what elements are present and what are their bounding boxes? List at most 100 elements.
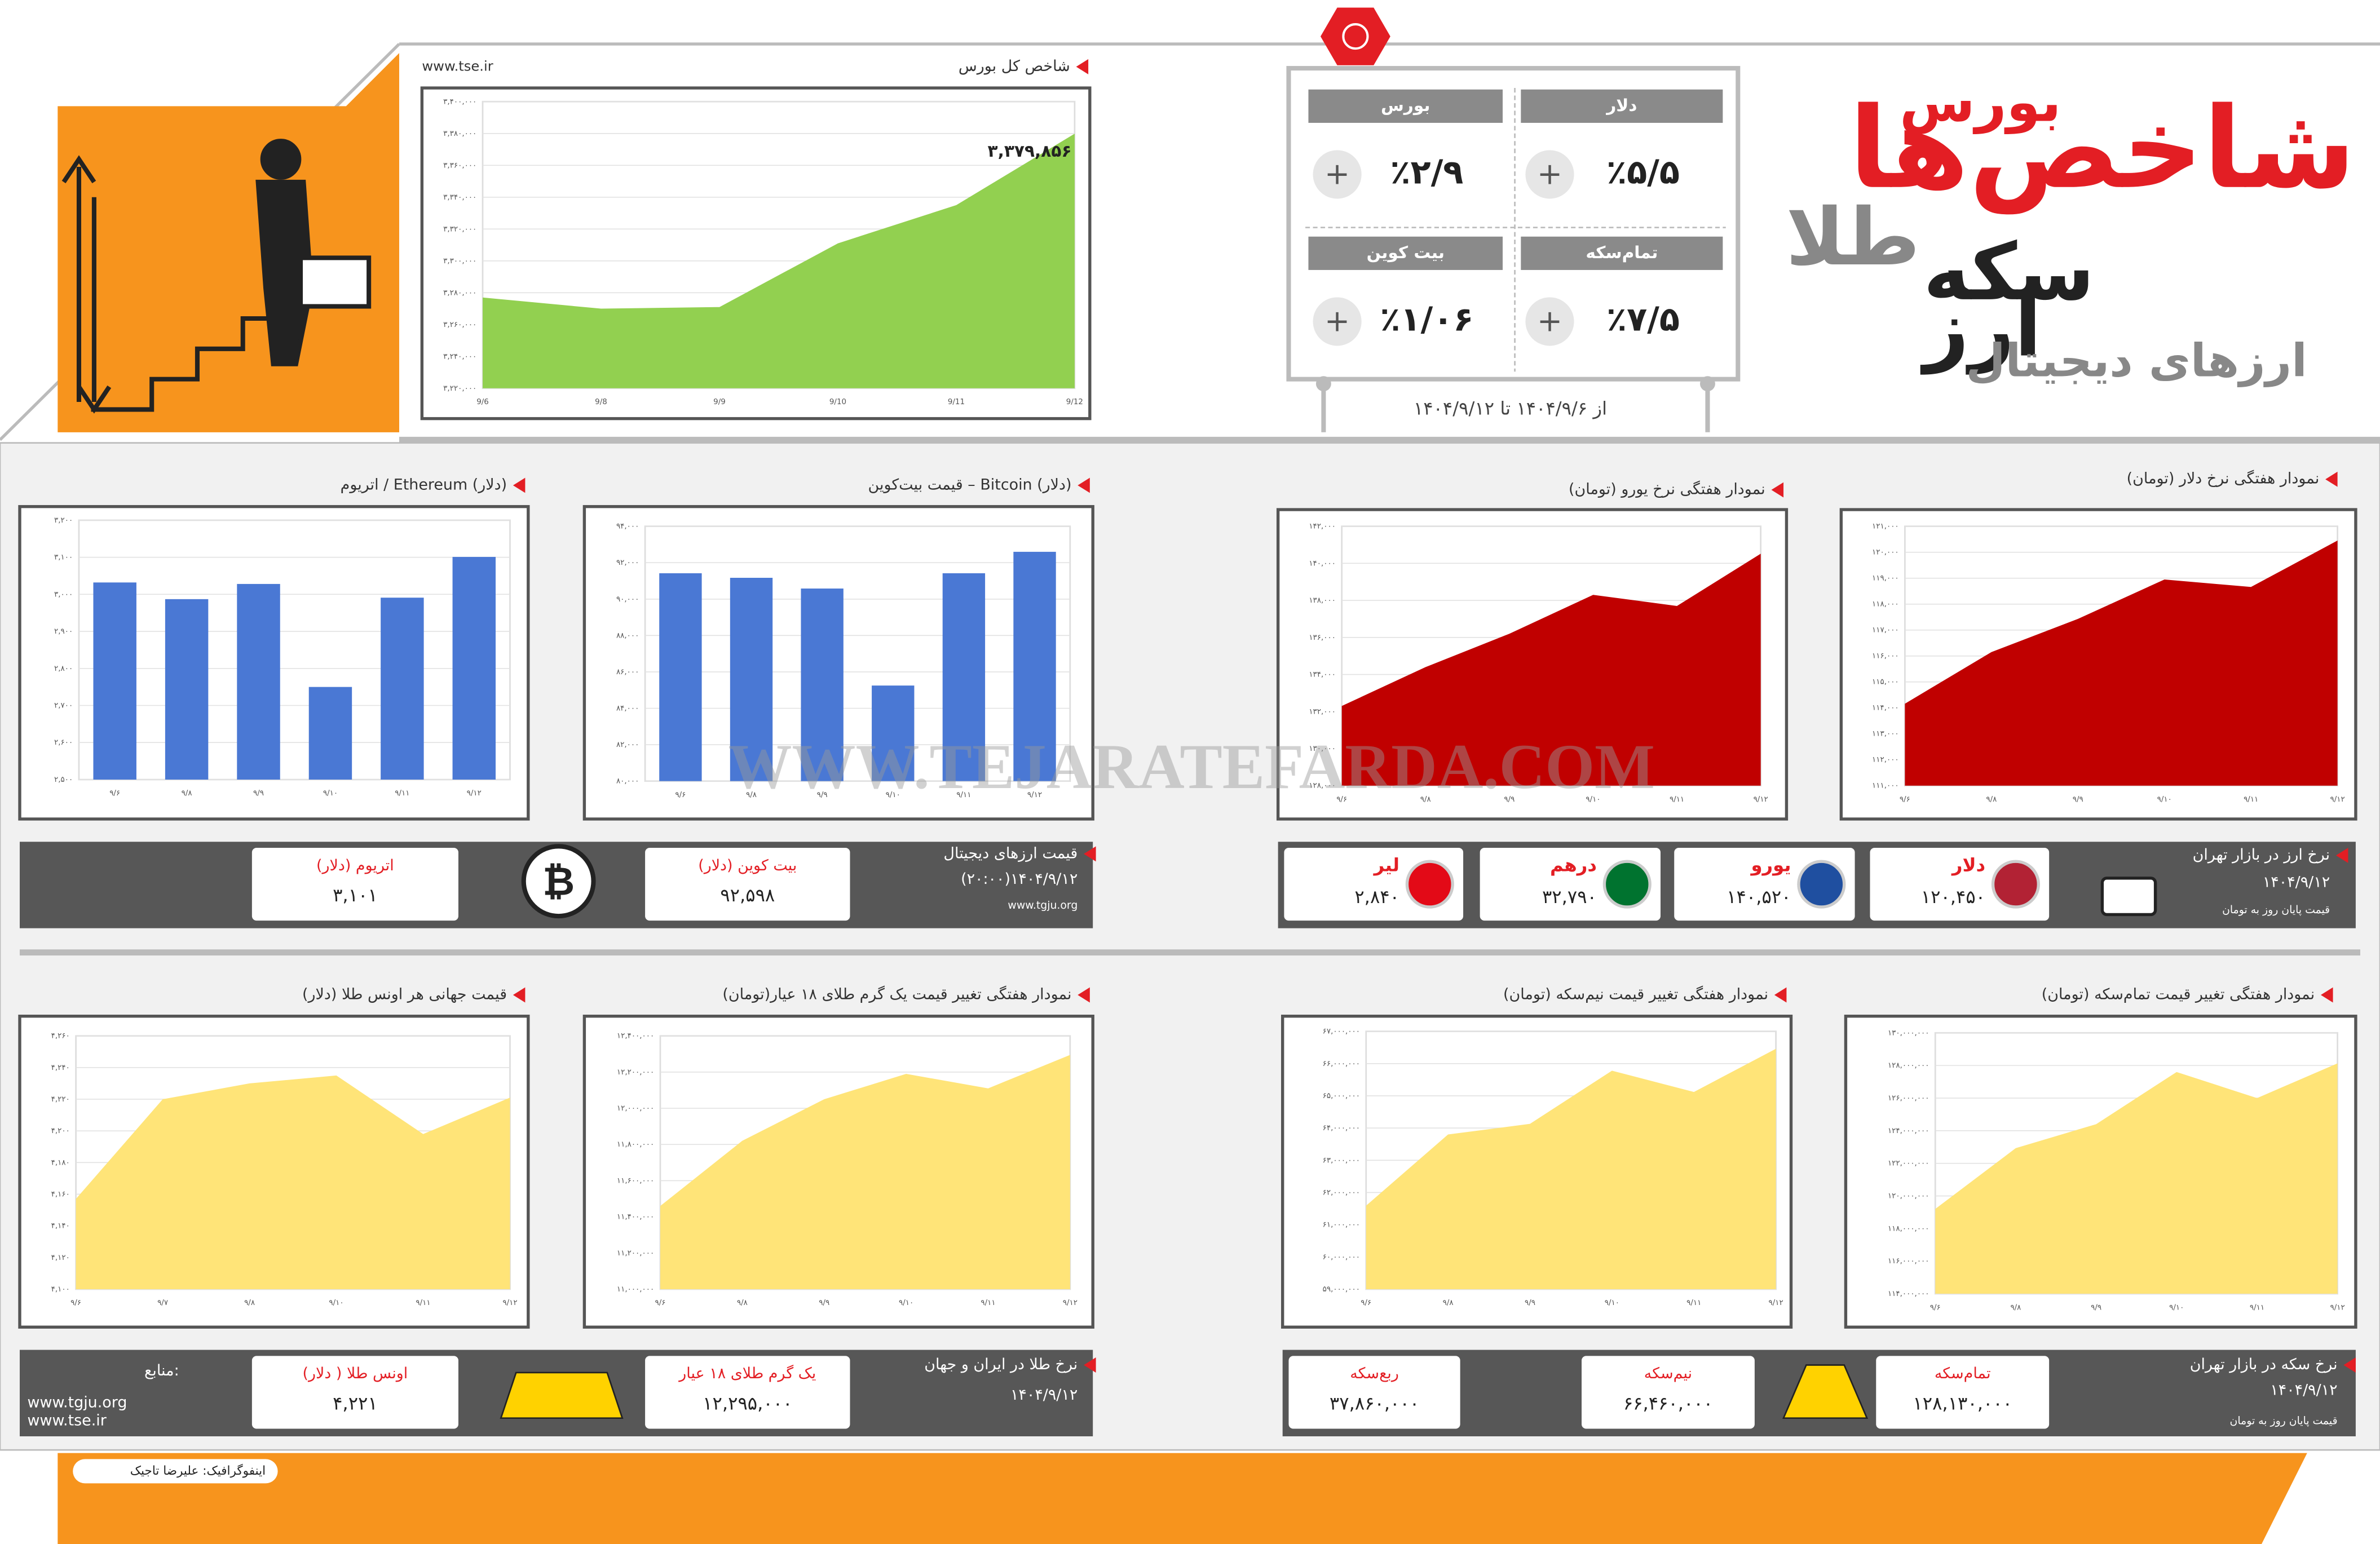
bar — [452, 556, 496, 780]
area — [76, 1075, 510, 1289]
plot-area — [78, 519, 511, 781]
price-label: ربع‌سکه — [1350, 1365, 1399, 1382]
y-tick-label: ۱۴۲,۰۰۰ — [1309, 523, 1336, 531]
x-tick-label: ۹/۸ — [182, 789, 192, 798]
x-tick-label: ۹/۱۱ — [956, 791, 971, 799]
panel-date: ۱۴۰۴/۹/۱۲ — [1010, 1386, 1078, 1404]
price-label: لیر — [1373, 854, 1399, 875]
date-range: از ۱۴۰۴/۹/۶ تا ۱۴۰۴/۹/۱۲ — [1414, 397, 1607, 419]
title-marker — [513, 987, 526, 1003]
x-tick-label: ۹/۶ — [1336, 795, 1347, 804]
summary-label: بورس — [1381, 96, 1430, 115]
y-tick-label: ۳,۲۴۰,۰۰۰ — [443, 352, 476, 361]
chart-title: نمودار هفتگی تغییر قیمت یک گرم طلای ۱۸ ع… — [722, 985, 1071, 1003]
x-tick-label: ۹/۱۱ — [1686, 1299, 1701, 1307]
y-tick-label: ۳,۳۲۰,۰۰۰ — [443, 225, 476, 233]
y-tick-label: ۶۷,۰۰۰,۰۰۰ — [1323, 1028, 1360, 1036]
bar — [942, 573, 986, 781]
y-tick-label: ۱۱۶,۰۰۰ — [1872, 652, 1899, 661]
price-label: اونس طلا ( دلار) — [303, 1365, 408, 1382]
orange-block — [58, 53, 399, 432]
x-tick-label: ۹/۹ — [2091, 1303, 2101, 1312]
price-box — [645, 1356, 850, 1429]
stand-knob — [1700, 376, 1715, 392]
plus-icon — [1313, 150, 1362, 199]
chart-source: www.tse.ir — [422, 58, 493, 74]
summary-label-bar — [1521, 89, 1723, 123]
panel-title: قیمت ارزهای دیجیتال — [943, 844, 1078, 862]
bitcoin-glyph: ₿ — [542, 859, 575, 905]
flag-icon — [1602, 860, 1652, 909]
summary-label-bar — [1308, 236, 1503, 270]
panel-marker — [1084, 846, 1096, 862]
y-tick-label: ۳,۲۲۰,۰۰۰ — [443, 384, 476, 393]
y-tick-label: ۸۴,۰۰۰ — [616, 704, 639, 713]
y-tick-label: ۱۱۲,۰۰۰ — [1872, 756, 1899, 764]
price-label: درهم — [1550, 854, 1597, 875]
price-box — [251, 1356, 458, 1429]
chart: قیمت بیت‌کوین – Bitcoin (دلار) ۹۴,۰۰۰ ۹۲,۰… — [582, 476, 1094, 821]
panel-marker — [2335, 848, 2348, 863]
summary-label-bar — [1521, 236, 1723, 270]
x-tick-label: ۹/۹ — [819, 1299, 829, 1307]
bar — [659, 573, 702, 781]
title-main: شاخص‌ها — [1849, 83, 2356, 215]
y-tick-label: ۱۲۴,۰۰۰,۰۰۰ — [1888, 1127, 1929, 1135]
y-tick-label: ۶۳,۰۰۰,۰۰۰ — [1323, 1156, 1360, 1165]
price-value: ۱۴۰,۵۲۰ — [1727, 886, 1791, 908]
y-tick-label: ۱۲,۲۰۰,۰۰۰ — [617, 1068, 654, 1077]
x-tick-label: ۹/۱۰ — [329, 1299, 343, 1307]
y-tick-label: ۶۵,۰۰۰,۰۰۰ — [1323, 1092, 1360, 1100]
y-tick-label: ۲,۶۰۰ — [54, 738, 73, 747]
x-tick-label: ۹/۶ — [1900, 795, 1910, 804]
y-tick-label: ۱۲۰,۰۰۰ — [1872, 548, 1899, 557]
x-tick-label: ۹/۸ — [1420, 795, 1431, 804]
y-tick-label: ۴,۲۲۰ — [51, 1095, 70, 1104]
y-tick-label: ۱۲۱,۰۰۰ — [1872, 523, 1899, 531]
x-tick-label: ۹/۱۰ — [899, 1299, 913, 1307]
badge-ring — [1342, 23, 1369, 50]
x-tick-label: ۹/۱۲ — [1027, 791, 1042, 799]
panel-title: نرخ طلا در ایران و جهان — [924, 1356, 1078, 1373]
title-word: ارزهای دیجیتال — [1966, 335, 2307, 388]
price-box — [251, 848, 458, 921]
watermark: WWW.TEJARATEFARDA.COM — [728, 732, 1654, 802]
panel-date: ۱۴۰۴/۹/۱۲ — [2263, 873, 2330, 891]
x-tick-label: ۹/۸ — [737, 1299, 748, 1307]
price-value: ۱۲۰,۴۵۰ — [1921, 886, 1985, 908]
source-link: www.tse.ir — [27, 1412, 107, 1430]
x-tick-label: 9/9 — [713, 398, 726, 406]
y-tick-label: ۵۹,۰۰۰,۰۰۰ — [1323, 1285, 1360, 1294]
area — [483, 134, 1075, 388]
chart-title: نمودار هفتگی تغییر قیمت تمام‌سکه (تومان) — [2042, 985, 2315, 1003]
price-value: ۹۲,۵۹۸ — [720, 884, 775, 906]
panel-note: www.tgju.org — [1008, 900, 1078, 912]
y-tick-label: ۱۱۴,۰۰۰ — [1872, 704, 1899, 713]
panel-date: ۱۴۰۴/۹/۱۲ — [2270, 1382, 2337, 1399]
y-tick-label: ۶۰,۰۰۰,۰۰۰ — [1323, 1253, 1360, 1262]
y-tick-label: ۲,۵۰۰ — [54, 776, 73, 784]
x-tick-label: ۹/۷ — [157, 1299, 168, 1307]
y-tick-label: ۴,۲۶۰ — [51, 1032, 70, 1041]
y-tick-label: ۱۱۹,۰۰۰ — [1872, 574, 1899, 583]
x-tick-label: ۹/۱۲ — [467, 789, 482, 798]
orange-block-foot — [58, 417, 399, 432]
y-tick-label: ۳,۴۰۰,۰۰۰ — [443, 98, 476, 106]
plus-sign: + — [1537, 303, 1562, 339]
coin-icon — [1782, 1364, 1869, 1419]
y-tick-label: ۸۲,۰۰۰ — [616, 741, 639, 749]
bitcoin-icon — [521, 844, 596, 919]
chart: قیمت جهانی هر اونس طلا (دلار) ۴,۲۶۰ ۴,۲۴۰ ۴… — [18, 986, 530, 1329]
x-tick-label: ۹/۹ — [817, 791, 828, 799]
stairs-icon — [61, 139, 372, 414]
flag-icon — [1991, 860, 2040, 909]
figure-head — [260, 139, 302, 180]
summary-label: بیت کوین — [1367, 243, 1445, 262]
x-tick-label: ۹/۹ — [2073, 795, 2083, 804]
title-word: طلا — [1786, 192, 1920, 284]
x-tick-label: ۹/۱۲ — [1754, 795, 1768, 804]
y-tick-label: ۹۲,۰۰۰ — [616, 559, 639, 567]
summary-label: تمام‌سکه — [1586, 243, 1658, 263]
x-tick-label: ۹/۱۲ — [502, 1299, 517, 1307]
